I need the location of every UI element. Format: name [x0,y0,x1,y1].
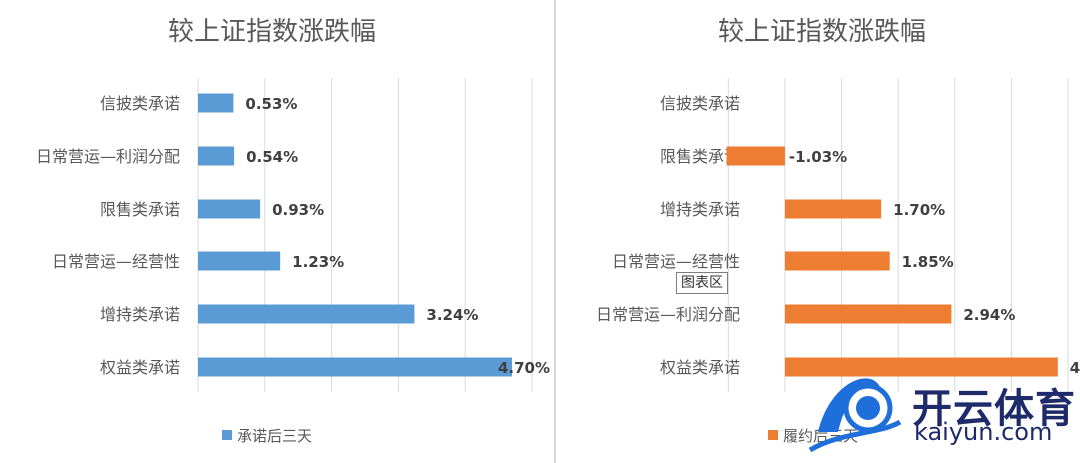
category-label-left-3: 日常营运—经营性 [52,252,180,271]
data-label-left-0: 0.53% [245,95,297,113]
category-label-left-1: 日常营运—利润分配 [36,147,180,166]
category-label-left-5: 权益类承诺 [100,358,180,377]
bar-left-0 [198,93,234,113]
data-label-left-5: 4.70% [498,359,550,377]
category-label-left-0: 信披类承诺 [100,94,180,113]
category-label-right-5: 权益类承诺 [660,358,740,377]
data-label-right-1: -1.03% [789,148,847,166]
bar-left-1 [198,146,235,166]
bar-right-2 [784,199,882,219]
chart-title-left: 较上证指数涨跌幅 [168,17,376,47]
data-label-right-2: 1.70% [893,201,945,219]
category-label-right-1: 限售类承诺 [660,147,740,166]
legend-label-left: 承诺后三天 [237,427,312,445]
chart-area-tooltip: 图表区 [676,272,728,294]
data-label-left-4: 3.24% [426,306,478,324]
data-label-left-3: 1.23% [292,253,344,271]
legend-swatch-left [222,430,232,440]
category-label-right-2: 增持类承诺 [660,200,740,219]
watermark: 开云体育 kaiyun.com [800,362,1080,463]
watermark-name-en: kaiyun.com [914,418,1053,446]
data-label-left-2: 0.93% [272,201,324,219]
category-label-left-4: 增持类承诺 [100,305,180,324]
bar-left-3 [198,251,281,271]
data-label-right-5: 4.82% [1070,359,1080,377]
category-label-right-4: 日常营运—利润分配 [596,305,740,324]
data-label-right-3: 1.85% [902,253,954,271]
bar-right-5 [784,357,1058,377]
data-label-left-1: 0.54% [246,148,298,166]
bar-right-1 [726,146,785,166]
bar-right-3 [784,251,890,271]
kaiyun-logo-icon [808,378,902,453]
chart-title-right: 较上证指数涨跌幅 [718,17,926,47]
data-label-right-4: 2.94% [963,306,1015,324]
category-label-right-3: 日常营运—经营性 [612,252,740,271]
category-label-right-0: 信披类承诺 [660,94,740,113]
bar-right-4 [784,304,952,324]
bar-left-5 [198,357,512,377]
category-label-left-2: 限售类承诺 [100,200,180,219]
watermark-name-cn: 开云体育 [912,386,1076,432]
legend-swatch-right [768,430,778,440]
panel-divider [554,0,556,463]
bar-left-2 [198,199,261,219]
bar-left-4 [198,304,415,324]
